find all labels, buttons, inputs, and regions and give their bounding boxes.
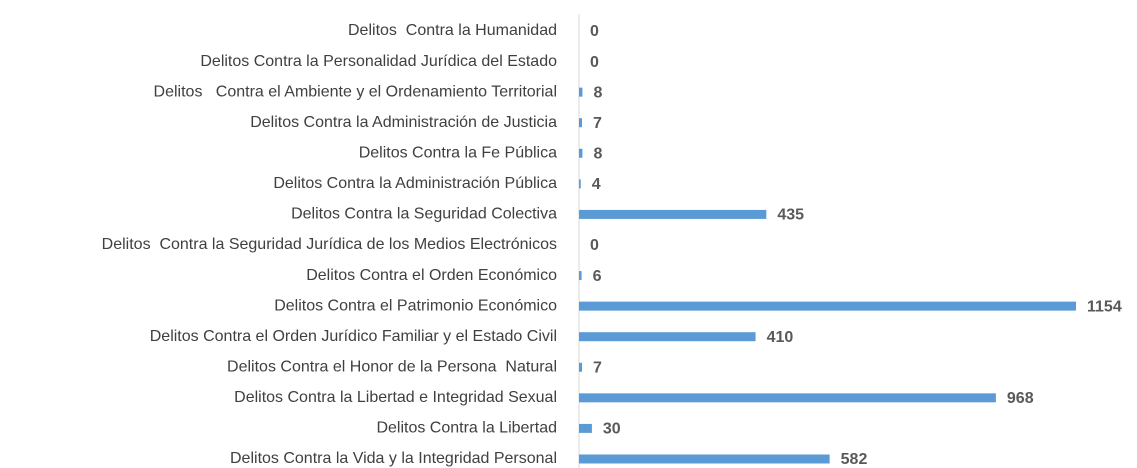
category-label: Delitos Contra la Vida y la Integridad P… (230, 450, 557, 467)
category-label: Delitos Contra el Orden Económico (306, 267, 557, 284)
value-label: 582 (841, 451, 868, 468)
category-label: Delitos Contra la Seguridad Colectiva (291, 206, 557, 223)
value-label: 8 (593, 145, 602, 162)
category-label: Delitos Contra el Patrimonio Económico (274, 297, 557, 314)
value-label: 0 (590, 54, 599, 71)
value-label: 1154 (1087, 298, 1122, 315)
category-label: Delitos Contra la Fe Pública (359, 144, 557, 161)
category-label: Delitos Contra el Orden Jurídico Familia… (150, 328, 557, 345)
bar (579, 209, 767, 219)
category-label: Delitos Contra la Seguridad Jurídica de … (102, 236, 557, 253)
category-label: Delitos Contra la Administración Pública (273, 175, 557, 192)
category-label: Delitos Contra el Ambiente y el Ordenami… (154, 83, 557, 100)
category-label: Delitos Contra la Administración de Just… (250, 114, 557, 131)
value-label: 968 (1007, 390, 1034, 407)
category-label: Delitos Contra la Humanidad (348, 22, 557, 39)
bar (579, 271, 582, 281)
bar (579, 301, 1076, 311)
bar (579, 87, 583, 97)
value-label: 435 (777, 207, 804, 224)
category-label: Delitos Contra la Libertad (376, 420, 557, 437)
bar (579, 118, 583, 128)
value-label: 7 (593, 359, 602, 376)
category-label: Delitos Contra el Honor de la Persona Na… (227, 358, 557, 375)
bar (579, 362, 583, 372)
bar (579, 179, 581, 189)
value-label: 7 (593, 115, 602, 132)
value-label: 8 (593, 84, 602, 101)
bar (579, 423, 592, 433)
value-label: 30 (603, 421, 621, 438)
bar (579, 454, 830, 464)
bar (579, 393, 996, 403)
value-label: 0 (590, 237, 599, 254)
value-label: 4 (592, 176, 601, 193)
bar (579, 332, 756, 342)
bar (579, 148, 583, 158)
value-label: 410 (767, 329, 794, 346)
value-label: 0 (590, 23, 599, 40)
category-label: Delitos Contra la Personalidad Jurídica … (200, 53, 557, 70)
value-label: 6 (593, 268, 602, 285)
category-label: Delitos Contra la Libertad e Integridad … (234, 389, 557, 406)
